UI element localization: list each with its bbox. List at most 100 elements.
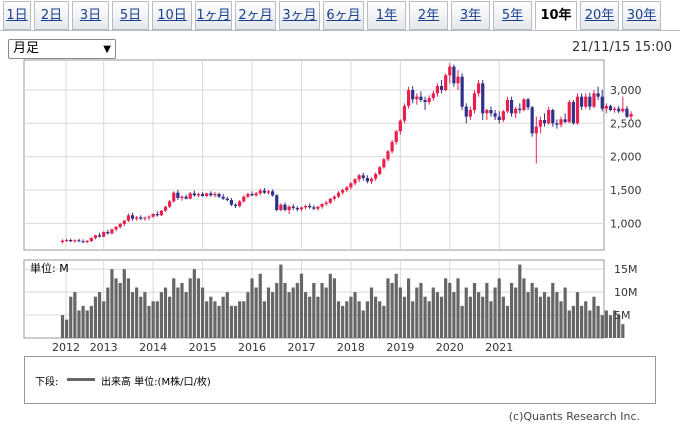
x-tick-label: 2019	[386, 341, 414, 352]
volume-bar	[102, 301, 106, 338]
candle-body	[534, 126, 538, 134]
tab-0[interactable]: 1日	[3, 1, 31, 30]
candle-body	[468, 110, 472, 117]
candle-body	[493, 113, 497, 117]
candle-body	[308, 206, 312, 208]
candle-body	[625, 108, 629, 117]
volume-bar	[209, 296, 213, 338]
volume-bar	[505, 305, 510, 338]
tab-4[interactable]: 10日	[152, 1, 192, 30]
candle-body	[147, 216, 151, 218]
candle-body	[415, 96, 419, 100]
tab-8[interactable]: 6ヶ月	[323, 1, 364, 30]
candle-body	[505, 100, 510, 112]
tab-12[interactable]: 5年	[493, 1, 532, 30]
volume-bar	[233, 305, 238, 338]
volume-bar	[592, 296, 596, 338]
tab-14[interactable]: 20年	[580, 1, 619, 30]
candle-body	[518, 108, 522, 110]
volume-bar	[600, 315, 604, 338]
candle-body	[460, 76, 464, 107]
volume-tick-label: 5M	[614, 309, 631, 322]
volume-bar	[176, 287, 180, 338]
tab-11[interactable]: 3年	[451, 1, 490, 30]
volume-bar	[382, 305, 386, 338]
volume-bar	[213, 301, 217, 338]
volume-bar	[444, 278, 448, 338]
candle-body	[246, 194, 250, 197]
candle-body	[588, 96, 592, 107]
volume-tick-label: 10M	[614, 286, 638, 299]
volume-bar	[489, 301, 493, 338]
volume-bar	[126, 278, 131, 338]
tab-2[interactable]: 3日	[72, 1, 109, 30]
x-tick-label: 2016	[238, 341, 266, 352]
tab-15[interactable]: 30年	[622, 1, 661, 30]
volume-bar	[423, 296, 427, 338]
volume-bar	[312, 282, 316, 338]
chevron-down-icon: ▼	[103, 44, 111, 55]
candle-body	[604, 106, 608, 109]
volume-bar	[584, 301, 588, 338]
candle-body	[444, 75, 448, 90]
tab-3[interactable]: 5日	[112, 1, 149, 30]
volume-bar	[431, 287, 435, 338]
candle-body	[176, 192, 180, 198]
volume-bar	[139, 296, 143, 338]
volume-bar	[163, 287, 168, 338]
candle-body	[431, 93, 435, 98]
volume-bar	[374, 296, 378, 338]
candle-body	[122, 220, 126, 224]
tab-9[interactable]: 1年	[367, 1, 406, 30]
candle-body	[612, 108, 617, 110]
tab-7[interactable]: 3ヶ月	[279, 1, 320, 30]
volume-bar	[522, 278, 526, 338]
candle-body	[295, 208, 299, 210]
volume-bar	[336, 301, 341, 338]
volume-bar	[192, 269, 196, 338]
volume-bar	[571, 305, 575, 338]
candle-body	[303, 206, 308, 208]
candle-body	[542, 120, 547, 124]
volume-bar	[155, 301, 159, 338]
candle-body	[221, 196, 225, 199]
candle-body	[258, 190, 262, 194]
volume-bar	[135, 287, 139, 338]
volume-bar	[275, 282, 279, 338]
candle-body	[555, 123, 559, 125]
candle-body	[514, 108, 518, 114]
volume-bar	[394, 273, 398, 338]
volume-bar	[89, 305, 93, 338]
candle-body	[448, 66, 452, 76]
tab-1[interactable]: 2日	[34, 1, 69, 30]
volume-bar	[332, 278, 337, 338]
volume-bar	[563, 287, 567, 338]
tab-5[interactable]: 1ヶ月	[195, 1, 232, 30]
tab-6[interactable]: 2ヶ月	[235, 1, 276, 30]
volume-bar	[439, 296, 444, 338]
volume-bar	[526, 292, 530, 338]
tab-10[interactable]: 2年	[409, 1, 448, 30]
volume-bar	[402, 296, 407, 338]
candle-body	[435, 86, 440, 94]
volume-bar	[159, 292, 163, 338]
volume-bar	[542, 292, 547, 338]
candle-body	[283, 204, 287, 210]
candle-body	[118, 224, 122, 227]
volume-bar	[254, 287, 258, 338]
legend-label: 下段:	[35, 377, 59, 388]
candle-body	[336, 192, 341, 197]
volume-bar	[588, 310, 592, 338]
volume-bar	[246, 292, 250, 338]
volume-bar	[283, 282, 287, 338]
candle-body	[526, 99, 530, 108]
volume-bar	[242, 301, 246, 338]
tab-13[interactable]: 10年	[535, 1, 577, 30]
candle-body	[596, 93, 600, 97]
candle-body	[382, 159, 386, 168]
candle-body	[180, 196, 184, 198]
candle-body	[452, 66, 456, 84]
candle-body	[213, 194, 217, 196]
candle-body	[592, 93, 596, 107]
period-select[interactable]: 月足 ▼	[8, 39, 116, 59]
